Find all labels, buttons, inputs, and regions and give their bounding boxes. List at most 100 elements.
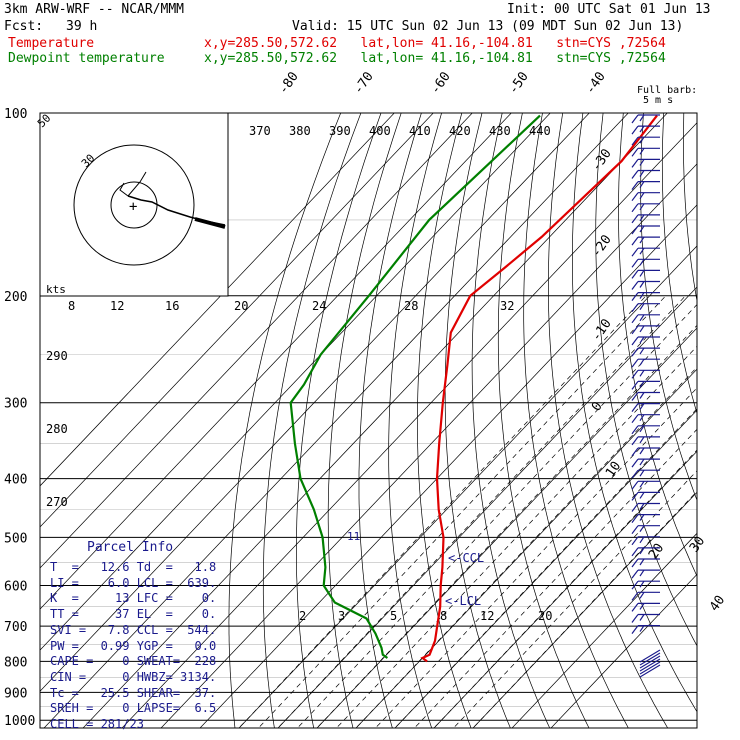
pressure-tick-label: 300 (4, 397, 27, 412)
wind-barb-flag (639, 181, 645, 188)
wind-barb-flag (631, 458, 639, 468)
parcel-info-row: SVI = 7.8 CCL = 544. (50, 622, 217, 637)
wind-barb-flag (631, 281, 639, 290)
parcel-info-row: LI = 6.0 LCL = 639. (50, 575, 217, 590)
wind-barb-flag (631, 136, 639, 146)
wind-barb-flag (639, 614, 645, 621)
hodograph-speed-label: 20 (234, 299, 248, 313)
theta-label: 400 (369, 124, 391, 138)
wind-barb-flag (631, 469, 639, 479)
dry-adiabat (640, 113, 697, 502)
theta-label: 380 (289, 124, 311, 138)
hodograph-speed-label: 32 (500, 299, 514, 313)
isotherm-label: -20 (589, 232, 615, 260)
wind-barb-flag (639, 403, 645, 410)
theta-label: 410 (409, 124, 431, 138)
moist-adiabat (238, 295, 647, 728)
pressure-tick-label: 500 (4, 531, 27, 546)
theta-label: 420 (449, 124, 471, 138)
dry-adiabat (683, 113, 697, 303)
wind-barb-flag (639, 203, 645, 211)
lcl-label: <-LCL (445, 594, 481, 608)
temperature-legend-info: x,y=285.50,572.62 lat,lon= 41.16,-104.81… (204, 36, 666, 51)
dry-adiabat (358, 113, 422, 728)
wind-barb-flag (639, 136, 645, 144)
hodograph-speed-label: 16 (165, 299, 179, 313)
wind-barb-flag (639, 392, 645, 399)
isotherm-label: 10 (603, 459, 624, 480)
plot-frame (39, 112, 698, 729)
dry-adiabat (523, 113, 629, 728)
hodograph-units: kts (46, 283, 66, 296)
wind-barb-flag (639, 270, 645, 277)
wind-barb-flag (639, 591, 645, 599)
wind-barb-flag (631, 258, 639, 268)
valid-time: Valid: 15 UTC Sun 02 Jun 13 (09 MDT Sun … (292, 19, 684, 34)
isotherm (40, 113, 473, 569)
dry-adiabat (548, 113, 669, 728)
hodograph-trace-thick (194, 217, 226, 229)
isotherm-label: -60 (428, 69, 454, 97)
wind-barb-flag (639, 547, 645, 555)
wind-barb-flag (631, 392, 639, 401)
wind-barb-flag (631, 214, 639, 224)
wind-barb-flag (639, 336, 645, 344)
moist-adiabat (297, 304, 697, 728)
theta-label: 440 (529, 124, 551, 138)
wind-barb-flag (639, 436, 645, 444)
wind-barb-flag (639, 381, 645, 388)
isotherm (316, 327, 697, 728)
wind-barb-flag (639, 525, 645, 533)
wind-barb-flag (639, 458, 645, 466)
parcel-info-row: CAPE = 0 SWEAT= 228 (50, 654, 217, 669)
wind-barb-flag (631, 536, 639, 546)
pressure-tick-label: 800 (4, 655, 27, 670)
dry-adiabat (444, 113, 511, 728)
wind-barb-flag (639, 114, 645, 122)
theta-label: 370 (249, 124, 271, 138)
wind-barb-flag (631, 381, 639, 390)
dewpoint-legend-info: x,y=285.50,572.62 lat,lon= 41.16,-104.81… (204, 51, 666, 66)
init-time: Init: 00 UTC Sat 01 Jun 13 (507, 2, 711, 17)
dry-adiabat (595, 113, 697, 647)
wind-barb-flag (631, 447, 639, 457)
wind-barb-flag (631, 303, 639, 313)
wind-barb-flag (639, 281, 645, 288)
wind-barb-flag (631, 436, 639, 446)
wind-barb-flag (631, 225, 639, 235)
moist-adiabat (453, 470, 697, 728)
wind-barb-flag (631, 603, 639, 612)
theta-left-label: 280 (46, 422, 68, 436)
pressure-tick-label: 600 (4, 579, 27, 594)
wind-barb-flag (639, 625, 645, 632)
barb-legend-units: 5 m s (643, 95, 673, 106)
wind-barb-flag (631, 292, 639, 301)
isotherm-label: -50 (506, 69, 532, 97)
wind-barb-flag (639, 192, 645, 200)
wind-barb-flag (631, 147, 639, 157)
isotherm (199, 204, 697, 728)
wind-barb-flag (639, 236, 645, 244)
wind-barb-flag (639, 258, 645, 266)
wind-barb-low (639, 664, 661, 678)
wind-barb-low (639, 652, 661, 666)
pressure-tick-label: 400 (4, 473, 27, 488)
wind-barb-flag (639, 414, 645, 422)
moist-adiabat (277, 295, 686, 728)
parcel-info-row: CIN = 0 HWBZ= 3134. (50, 669, 217, 684)
wind-barb-flag (631, 236, 639, 246)
wind-barb-low (639, 655, 661, 669)
wind-barb-flag (639, 247, 645, 255)
wind-barb-low (639, 658, 661, 672)
wind-barb-flag (631, 125, 639, 135)
parcel-marker: 11 (347, 530, 360, 543)
wind-barb-flag (631, 336, 639, 346)
wind-barb-flag (639, 170, 645, 177)
theta-label: 390 (329, 124, 351, 138)
dry-adiabat (262, 113, 362, 728)
wind-barb-flag (631, 547, 639, 557)
isotherm (121, 122, 697, 728)
lcl-label: <-CCL (448, 551, 484, 565)
isotherm (238, 245, 697, 728)
